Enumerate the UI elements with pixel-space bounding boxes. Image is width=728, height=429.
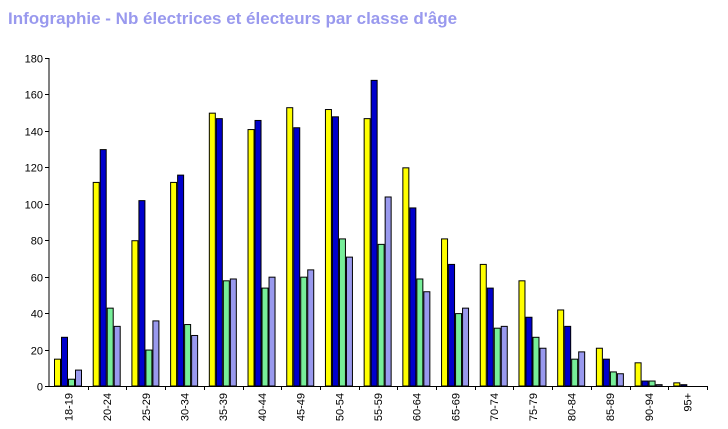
x-tick-label: 85-89 <box>605 393 617 421</box>
bar-70-74-series-1 <box>479 263 487 387</box>
bar-20-24-series-2 <box>99 149 107 387</box>
bar-55-59-series-2 <box>370 79 378 387</box>
x-tick-label: 20-24 <box>102 393 114 421</box>
bar-55-59-series-4 <box>384 196 392 387</box>
chart-title: Infographie - Nb électrices et électeurs… <box>8 9 458 28</box>
bar-30-34-series-3 <box>184 324 192 387</box>
bar-35-39-series-1 <box>208 112 216 387</box>
bar-18-19-series-1 <box>54 358 61 387</box>
y-tick-label: 120 <box>25 163 43 175</box>
bars <box>54 79 688 387</box>
x-tick-label: 45-49 <box>296 393 308 421</box>
bar-90-94-series-4 <box>655 384 663 387</box>
bar-45-49-series-2 <box>293 127 301 387</box>
bar-75-79-series-1 <box>518 280 526 387</box>
bar-50-54-series-2 <box>331 116 339 387</box>
x-tick-label: 18-19 <box>63 393 75 421</box>
bar-60-64-series-3 <box>416 278 424 387</box>
y-tick-label: 140 <box>25 127 43 139</box>
y-tick-label: 100 <box>25 200 43 212</box>
y-tick-label: 40 <box>31 309 43 321</box>
bar-85-89-series-4 <box>616 373 624 387</box>
x-tick-label: 90-94 <box>644 393 656 421</box>
bar-30-34-series-2 <box>177 174 185 387</box>
y-tick-label: 160 <box>25 90 43 102</box>
y-tick-label: 60 <box>31 273 43 285</box>
bar-75-79-series-3 <box>532 336 540 387</box>
bar-35-39-series-3 <box>222 280 230 387</box>
x-tick-label: 25-29 <box>141 393 153 421</box>
bar-90-94-series-2 <box>641 380 649 387</box>
bar-65-69-series-2 <box>448 263 456 387</box>
x-tick-label: 50-54 <box>334 393 346 421</box>
bar-60-64-series-2 <box>409 207 417 387</box>
bar-30-34-series-4 <box>191 334 199 387</box>
bar-40-44-series-1 <box>247 129 255 387</box>
x-tick-label: 60-64 <box>412 393 424 421</box>
bar-45-49-series-4 <box>307 269 315 387</box>
bar-75-79-series-4 <box>539 347 547 387</box>
bar-70-74-series-3 <box>493 327 501 387</box>
y-tick-label: 20 <box>31 346 43 358</box>
bar-18-19-series-3 <box>68 378 75 387</box>
bar-20-24-series-3 <box>106 307 114 387</box>
tick-labels: 0 20 40 60 80 100 120 140 160 180 18-19 20-24 25-29 3… <box>25 54 695 422</box>
bar-40-44-series-4 <box>268 276 276 387</box>
bar-65-69-series-4 <box>462 307 470 387</box>
bar-85-89-series-3 <box>609 371 617 387</box>
x-tick-label: 75-79 <box>528 393 540 421</box>
bar-25-29-series-1 <box>131 240 139 387</box>
y-tick-label: 180 <box>25 54 43 66</box>
bar-90-94-series-3 <box>648 380 656 387</box>
x-tick-label: 95+ <box>683 393 695 412</box>
bar-85-89-series-1 <box>595 347 603 387</box>
x-tick-label: 40-44 <box>257 393 269 421</box>
bar-50-54-series-1 <box>324 109 332 387</box>
bar-55-59-series-1 <box>363 118 371 387</box>
bar-45-49-series-3 <box>300 276 308 387</box>
x-tick-label: 55-59 <box>373 393 385 421</box>
bar-65-69-series-3 <box>455 313 463 387</box>
bar-80-84-series-2 <box>564 325 572 387</box>
bar-25-29-series-4 <box>152 320 160 387</box>
bar-80-84-series-4 <box>578 351 586 387</box>
bar-45-49-series-1 <box>286 107 294 387</box>
bar-70-74-series-2 <box>486 287 494 387</box>
bar-95+-series-1 <box>673 382 681 387</box>
bar-20-24-series-4 <box>113 325 121 387</box>
bar-35-39-series-2 <box>215 118 223 387</box>
bar-25-29-series-2 <box>138 200 146 387</box>
bar-60-64-series-1 <box>402 167 410 387</box>
bar-70-74-series-4 <box>500 325 508 387</box>
bar-95+-series-2 <box>680 384 688 387</box>
x-tick-label: 70-74 <box>489 393 501 421</box>
bar-90-94-series-1 <box>634 362 642 387</box>
bar-55-59-series-3 <box>377 243 385 387</box>
bar-40-44-series-3 <box>261 287 269 387</box>
bar-75-79-series-2 <box>525 316 533 387</box>
x-tick-label: 80-84 <box>567 393 579 421</box>
bar-80-84-series-1 <box>557 309 565 387</box>
bar-80-84-series-3 <box>571 358 579 387</box>
x-tick-label: 30-34 <box>179 393 191 421</box>
y-tick-label: 80 <box>31 236 43 248</box>
bar-40-44-series-2 <box>254 119 262 387</box>
bar-50-54-series-3 <box>338 238 346 387</box>
bar-20-24-series-1 <box>92 181 100 387</box>
bar-25-29-series-3 <box>145 349 153 387</box>
bar-65-69-series-1 <box>441 238 449 387</box>
bar-18-19-series-4 <box>75 369 82 387</box>
x-tick-label: 65-69 <box>450 393 462 421</box>
bar-50-54-series-4 <box>345 256 353 387</box>
bar-35-39-series-4 <box>229 278 237 387</box>
bar-30-34-series-1 <box>170 181 178 387</box>
y-tick-label: 0 <box>37 382 43 394</box>
bar-18-19-series-2 <box>61 336 68 387</box>
bar-60-64-series-4 <box>423 291 431 387</box>
bar-85-89-series-2 <box>602 358 610 387</box>
x-tick-label: 35-39 <box>218 393 230 421</box>
